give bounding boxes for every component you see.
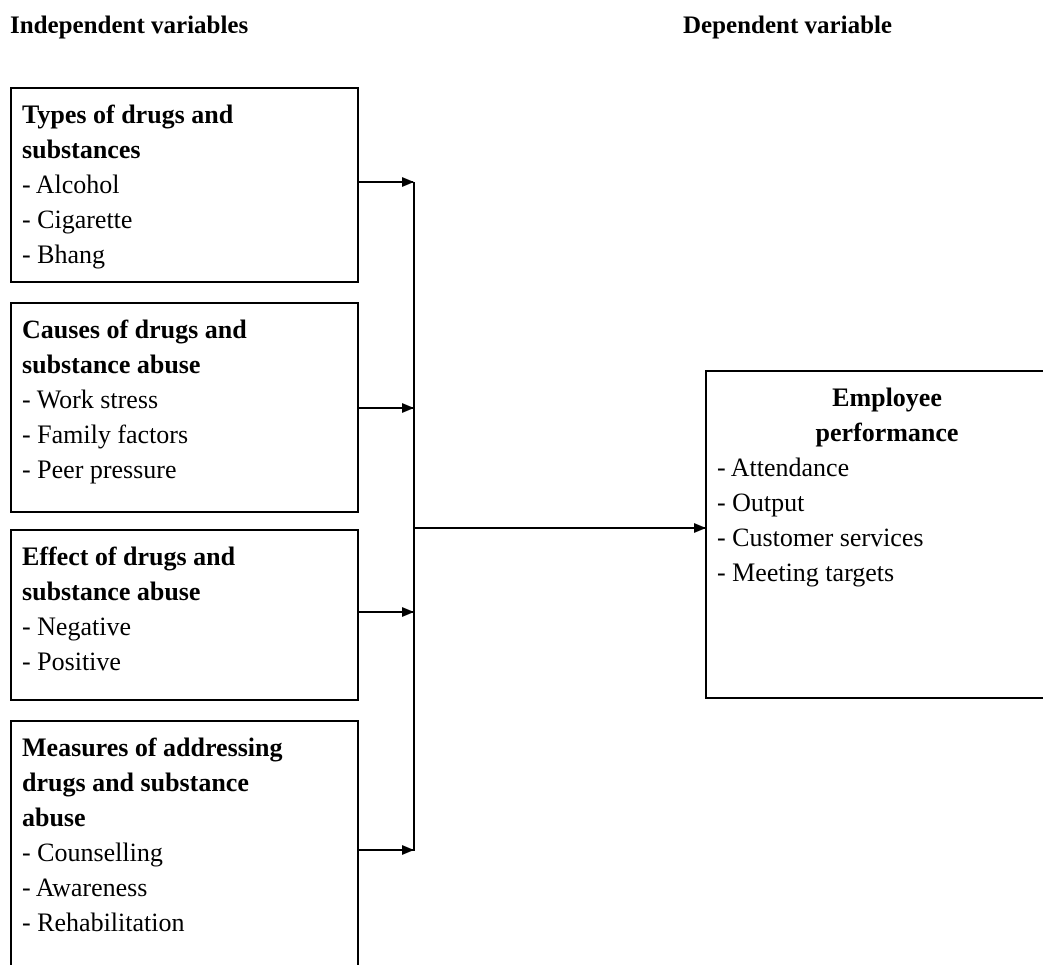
header-independent: Independent variables xyxy=(10,12,249,39)
independent-box: Effect of drugs and substance abuse - Neg… xyxy=(10,529,359,701)
dependent-box: Employee performance - Attendance - Outpu… xyxy=(705,370,1043,699)
header-dependent: Dependent variable xyxy=(683,12,893,39)
box-title: Employee performance xyxy=(815,383,959,447)
box-item: - Awareness xyxy=(22,873,148,902)
box-item: - Work stress xyxy=(22,385,159,414)
box-title: Types of drugs and substances xyxy=(22,100,234,164)
box-title: Effect of drugs and substance abuse xyxy=(22,542,236,606)
box-item: - Family factors xyxy=(22,420,189,449)
box-item: - Peer pressure xyxy=(22,455,177,484)
box-item: - Cigarette xyxy=(22,205,133,234)
box-item: - Bhang xyxy=(22,240,106,269)
box-title: Causes of drugs and substance abuse xyxy=(22,315,247,379)
box-item: - Negative xyxy=(22,612,132,641)
box-title: Measures of addressing drugs and substan… xyxy=(22,733,283,832)
box-item: - Customer services xyxy=(717,523,924,552)
box-item: - Rehabilitation xyxy=(22,908,185,937)
box-item: - Attendance xyxy=(717,453,850,482)
box-item: - Output xyxy=(717,488,805,517)
box-item: - Counselling xyxy=(22,838,163,867)
independent-box: Measures of addressing drugs and substan… xyxy=(10,720,359,965)
box-item: - Alcohol xyxy=(22,170,120,199)
independent-box: Types of drugs and substances - Alcohol - … xyxy=(10,87,359,283)
box-item: - Meeting targets xyxy=(717,558,895,587)
box-item: - Positive xyxy=(22,647,121,676)
